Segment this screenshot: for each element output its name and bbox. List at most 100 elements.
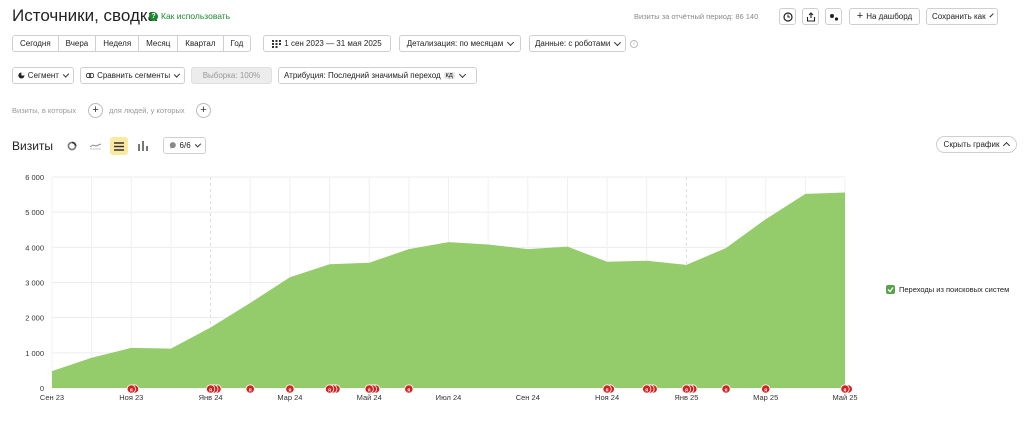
data-robots-dropdown[interactable]: Данные: с роботами xyxy=(529,35,626,52)
event-marker-glyph: я xyxy=(288,388,291,394)
event-marker-glyph: я xyxy=(249,388,252,394)
plus-icon: + xyxy=(856,10,864,22)
x-tick-label: Сен 23 xyxy=(40,393,64,402)
event-marker-dot xyxy=(364,384,374,394)
period-today[interactable]: Сегодня xyxy=(13,36,59,51)
share-button[interactable] xyxy=(825,8,842,25)
event-marker-glyph: я xyxy=(844,388,847,394)
info-icon[interactable]: i xyxy=(630,40,638,48)
export-icon xyxy=(806,11,815,22)
event-marker-glyph: я xyxy=(209,388,212,394)
event-marker-dot xyxy=(404,384,414,394)
people-where-label: для людей, у которых xyxy=(109,106,185,115)
pie-view-button[interactable] xyxy=(63,137,81,155)
x-tick-label: Сен 24 xyxy=(516,393,540,402)
event-marker-glyph: я xyxy=(725,388,728,394)
segment-dropdown[interactable]: Сегмент xyxy=(12,67,74,84)
series-count-dropdown[interactable]: 6/6 xyxy=(163,137,206,154)
series-area-search[interactable] xyxy=(52,192,845,389)
y-tick-label: 0 xyxy=(40,384,44,393)
x-tick-label: Янв 25 xyxy=(674,393,698,402)
add-to-dashboard-button[interactable]: + На дашборд xyxy=(849,8,920,25)
period-month[interactable]: Месяц xyxy=(139,36,179,51)
speech-bubble-icon xyxy=(169,142,176,149)
event-marker-glyph: я xyxy=(328,388,331,394)
period-year[interactable]: Год xyxy=(230,39,244,48)
event-marker-glyph: я xyxy=(764,388,767,394)
period-selector: Сегодня Вчера Неделя Месяц Квартал Год xyxy=(12,35,252,52)
plus-icon: + xyxy=(92,104,99,116)
sample-button[interactable]: Выборка: 100% xyxy=(191,67,272,84)
event-marker[interactable]: я xyxy=(840,384,853,394)
calendar-icon xyxy=(272,39,282,48)
x-tick-label: Ноя 23 xyxy=(119,393,143,402)
y-axis-ticks: 0 1 000 2 000 3 000 4 000 5 000 6 000 xyxy=(25,173,44,393)
add-visit-condition-button[interactable]: + xyxy=(88,103,103,118)
event-marker-dot xyxy=(721,384,731,394)
visits-where-label: Визиты, в которых xyxy=(12,106,77,115)
y-tick-label: 4 000 xyxy=(25,243,44,252)
visits-total: Визиты за отчётный период: 86 140 xyxy=(634,12,759,21)
y-tick-label: 2 000 xyxy=(25,314,44,323)
event-marker[interactable]: я xyxy=(206,384,222,394)
event-marker[interactable]: я xyxy=(404,384,414,394)
event-marker[interactable]: я xyxy=(681,384,698,394)
bar-chart-icon xyxy=(138,141,148,151)
x-tick-label: Май 24 xyxy=(357,393,382,402)
y-tick-label: 5 000 xyxy=(25,208,44,217)
compare-segments-dropdown[interactable]: Сравнить сегменты xyxy=(80,67,185,84)
stacked-area-icon xyxy=(114,141,124,151)
period-yesterday[interactable]: Вчера xyxy=(59,36,97,51)
x-tick-label: Мар 24 xyxy=(277,393,302,402)
event-marker-dot xyxy=(206,384,216,394)
event-marker-glyph: я xyxy=(685,388,688,394)
export-button[interactable] xyxy=(802,8,819,25)
pie-chart-icon xyxy=(67,141,77,151)
clock-button[interactable] xyxy=(779,8,796,25)
legend-item-search[interactable]: Переходы из поисковых систем xyxy=(886,285,1009,294)
event-marker[interactable]: я xyxy=(245,384,255,394)
date-range-button[interactable]: 1 сен 2023 — 31 мая 2025 xyxy=(263,35,391,52)
event-marker[interactable]: я xyxy=(126,384,140,394)
event-marker[interactable]: я xyxy=(642,384,658,394)
period-quarter[interactable]: Квартал xyxy=(178,36,224,51)
save-as-button[interactable]: Сохранить как xyxy=(926,8,998,25)
how-to-use-link[interactable]: ? Как использовать xyxy=(149,11,230,21)
event-marker-dot xyxy=(602,384,612,394)
event-marker[interactable]: я xyxy=(324,384,341,394)
event-marker-dot xyxy=(681,384,692,394)
hide-chart-button[interactable]: Скрыть график xyxy=(936,136,1017,153)
event-marker-glyph: я xyxy=(130,388,133,394)
x-tick-label: Янв 24 xyxy=(199,393,223,402)
x-tick-label: Мар 25 xyxy=(753,393,778,402)
compare-icon xyxy=(86,72,95,79)
event-marker[interactable]: я xyxy=(602,384,615,394)
add-people-condition-button[interactable]: + xyxy=(196,103,211,118)
help-icon: ? xyxy=(149,11,158,21)
event-marker[interactable]: я xyxy=(721,384,731,394)
period-week[interactable]: Неделя xyxy=(96,36,140,51)
event-marker-dot xyxy=(126,384,136,394)
area-view-button[interactable] xyxy=(110,137,128,155)
event-marker-glyph: я xyxy=(368,388,371,394)
y-tick-label: 6 000 xyxy=(25,173,44,182)
detail-dropdown[interactable]: Детализация: по месяцам xyxy=(399,35,521,52)
line-view-button[interactable] xyxy=(86,137,104,155)
event-marker[interactable]: я xyxy=(364,384,381,394)
x-axis-ticks: Сен 23 Ноя 23 Янв 24 Мар 24 Май 24 Июл 24 Сен … xyxy=(40,393,858,402)
event-marker-dot xyxy=(642,384,652,394)
event-marker[interactable]: я xyxy=(761,384,771,394)
bar-view-button[interactable] xyxy=(134,137,152,155)
line-chart-icon xyxy=(89,143,101,150)
event-marker-glyph: я xyxy=(606,388,609,394)
plus-icon: + xyxy=(200,104,207,116)
event-marker-glyph: я xyxy=(645,388,648,394)
how-to-use-label: Как использовать xyxy=(161,11,231,21)
event-marker[interactable]: я xyxy=(285,384,295,394)
x-tick-label: Ноя 24 xyxy=(595,393,619,402)
pie-icon xyxy=(18,72,25,79)
attribution-dropdown[interactable]: Атрибуция: Последний значимый переход кд xyxy=(278,67,477,84)
event-marker-glyph: я xyxy=(407,388,410,394)
y-tick-label: 3 000 xyxy=(25,279,44,288)
